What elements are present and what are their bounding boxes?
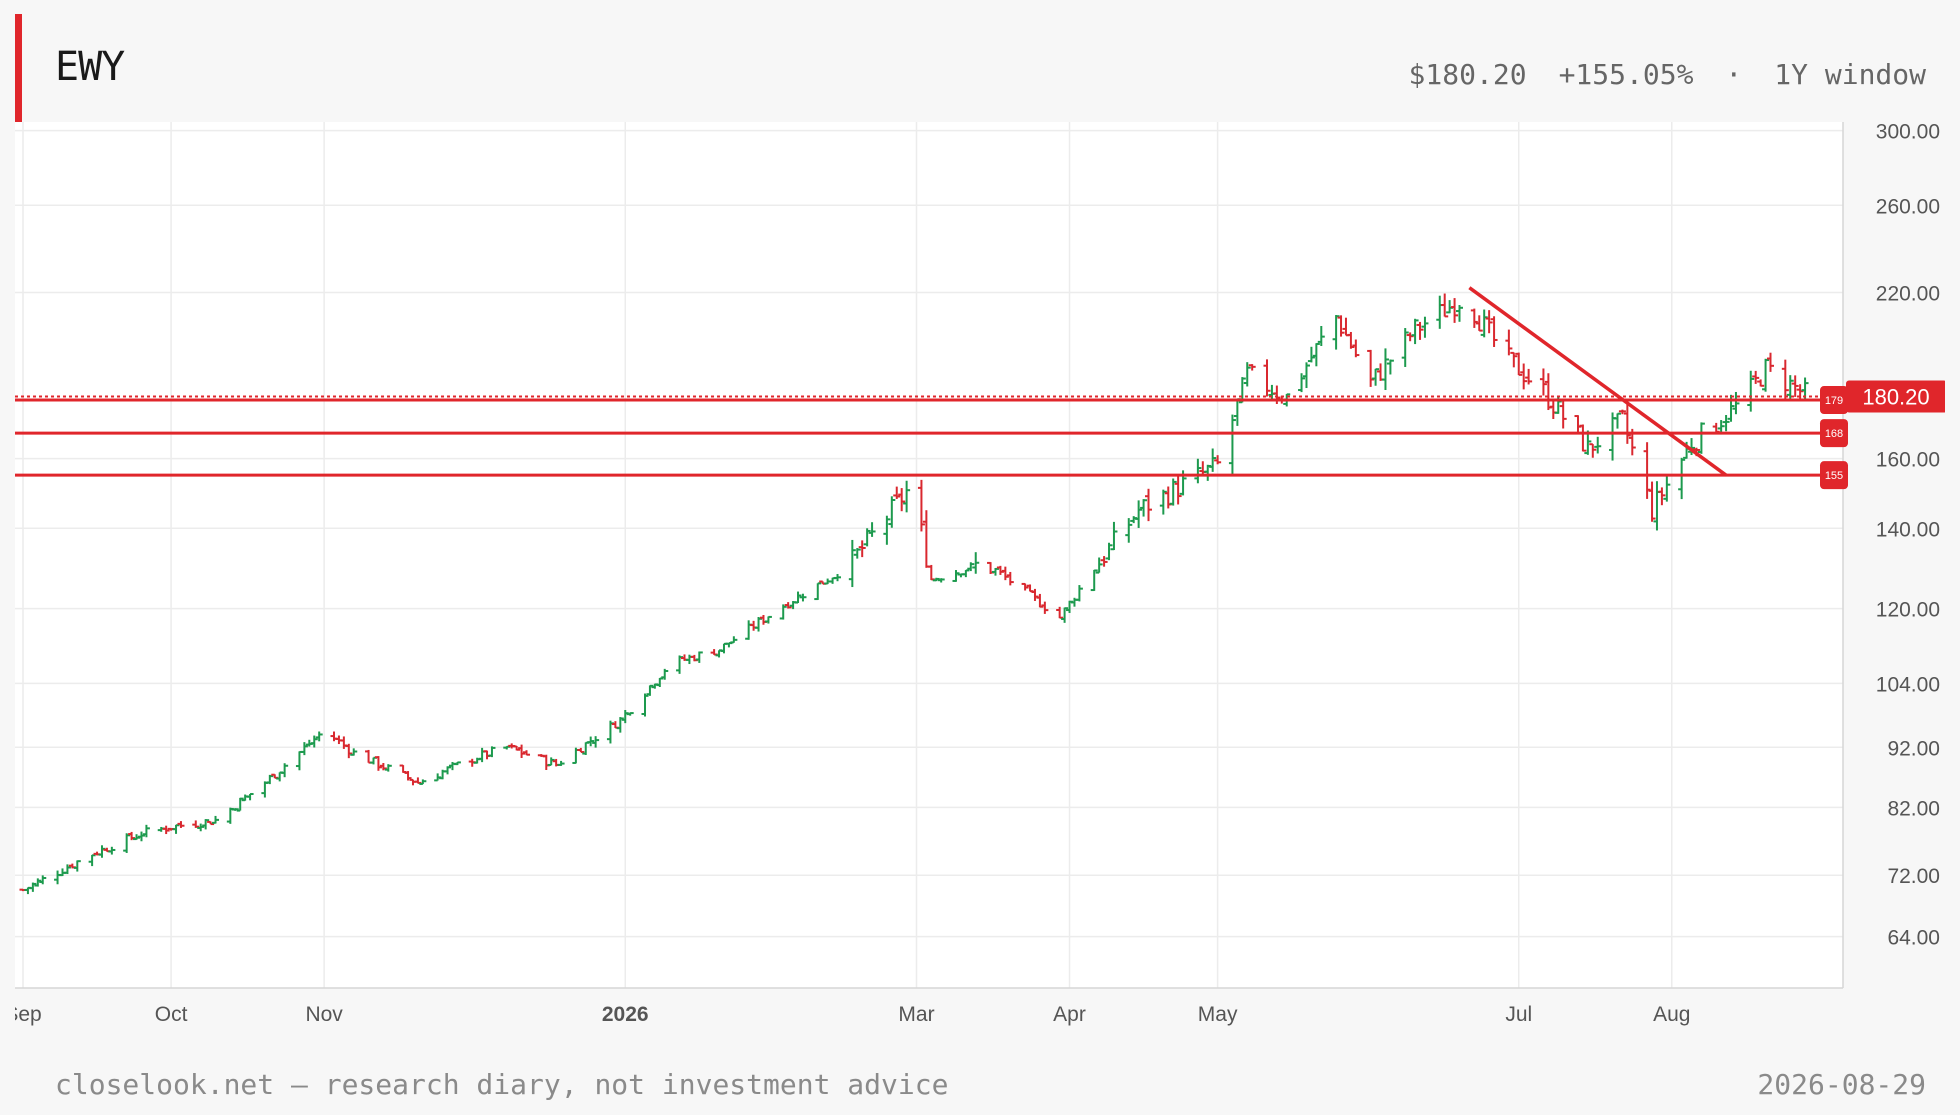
- level-badge: [1820, 419, 1848, 448]
- last-price-badge: [1846, 380, 1947, 413]
- x-tick-label: Jul: [1505, 1003, 1532, 1026]
- y-tick-label: 64.00: [1887, 927, 1940, 950]
- y-tick-label: 160.00: [1876, 449, 1940, 472]
- level-label: 168: [1825, 428, 1843, 440]
- y-tick-label: 92.00: [1887, 737, 1940, 760]
- trendline: [1468, 286, 1728, 477]
- y-tick-label: 220.00: [1876, 282, 1940, 305]
- accent-bar: [15, 14, 22, 122]
- x-tick-label: Mar: [898, 1003, 934, 1026]
- y-tick-label: 104.00: [1876, 673, 1940, 696]
- y-tick-label: 82.00: [1887, 797, 1940, 820]
- price-summary: $180.20 +155.05% · 1Y window: [1409, 58, 1926, 91]
- x-tick-label: May: [1198, 1003, 1238, 1026]
- x-tick-label: 2026: [602, 1003, 649, 1026]
- y-tick-label: 300.00: [1876, 122, 1940, 144]
- level-label: 179: [1825, 395, 1843, 407]
- x-tick-label: Oct: [155, 1003, 188, 1026]
- header: EWY $180.20 +155.05% · 1Y window: [0, 0, 1960, 122]
- footer-disclaimer: closelook.net — research diary, not inve…: [55, 1068, 949, 1101]
- level-badge: [1820, 461, 1848, 490]
- ohlc-chart-svg[interactable]: 300.00 260.00 220.00 160.00 140.00 120.00 104.…: [4, 121, 1947, 1040]
- time-window[interactable]: 1Y window: [1774, 58, 1926, 91]
- y-tick-label: 140.00: [1876, 518, 1940, 541]
- x-tick-label: Aug: [1653, 1003, 1690, 1026]
- level-label: 155: [1825, 470, 1843, 482]
- y-tick-label: 72.00: [1887, 865, 1940, 888]
- plot-background: [15, 122, 1843, 988]
- ticker-symbol: EWY: [55, 44, 125, 90]
- x-tick-label: Sep: [15, 1003, 42, 1026]
- percent-change: +155.05%: [1558, 58, 1694, 91]
- y-tick-label: 120.00: [1876, 599, 1940, 622]
- price-chart[interactable]: 300.00 260.00 220.00 160.00 140.00 120.00 104.…: [4, 121, 1947, 1040]
- x-tick-label: Nov: [305, 1003, 343, 1026]
- y-tick-label: 260.00: [1876, 195, 1940, 218]
- current-price: $180.20: [1408, 58, 1527, 91]
- level-badge: [1820, 386, 1848, 415]
- x-tick-label: Apr: [1053, 1003, 1086, 1026]
- last-price-label: 180.20: [1862, 385, 1929, 410]
- footer-date: 2026-08-29: [1757, 1068, 1926, 1101]
- separator-dot: ·: [1725, 58, 1743, 91]
